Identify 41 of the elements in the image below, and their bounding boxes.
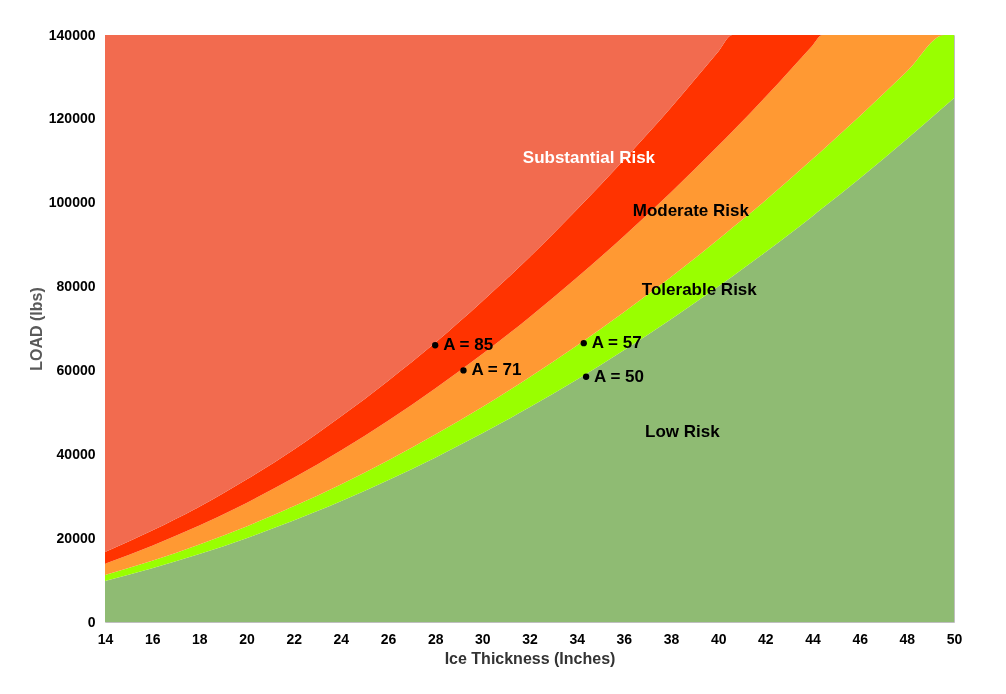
y-tick-label: 60000 (56, 361, 96, 378)
y-tick-label: 120000 (48, 110, 96, 127)
y-tick-label: 80000 (56, 278, 96, 295)
x-tick-label: 38 (663, 630, 680, 647)
x-tick-label: 34 (569, 630, 586, 647)
point (432, 342, 439, 349)
annotation: Tolerable Risk (641, 280, 758, 300)
x-tick-label: 20 (239, 630, 255, 647)
x-tick-label: 40 (710, 630, 727, 647)
annotation: Low Risk (645, 422, 721, 442)
y-tick-label: 100000 (48, 194, 96, 211)
annotation: Substantial Risk (522, 148, 656, 168)
x-tick-label: 30 (475, 630, 491, 647)
point (580, 340, 587, 347)
x-tick-label: 16 (144, 630, 161, 647)
y-tick-label: 140000 (48, 26, 96, 43)
point (460, 367, 467, 374)
x-tick-label: 14 (97, 630, 114, 647)
x-tick-label: 28 (427, 630, 444, 647)
y-tick-label: 40000 (56, 445, 96, 462)
x-tick-label: 26 (380, 630, 397, 647)
x-tick-label: 48 (899, 630, 916, 647)
x-tick-label: 36 (616, 630, 633, 647)
x-tick-label: 44 (805, 630, 821, 647)
x-axis-title: Ice Thickness (Inches) (444, 649, 616, 667)
annotation: A = 50 (594, 366, 645, 386)
x-tick-label: 32 (522, 630, 538, 647)
annotation: A = 71 (471, 360, 522, 380)
point (582, 373, 590, 380)
y-tick-label: 0 (87, 613, 96, 630)
x-tick-label: 46 (852, 630, 869, 647)
x-tick-label: 50 (946, 630, 963, 647)
x-tick-label: 22 (286, 630, 303, 647)
x-tick-label: 42 (758, 630, 774, 647)
y-tick-label: 20000 (56, 529, 96, 546)
annotation: A = 57 (591, 333, 642, 353)
annotation: Moderate Risk (632, 201, 750, 221)
x-tick-label: 24 (333, 630, 350, 647)
x-tick-label: 18 (192, 630, 208, 647)
annotation: A = 85 (443, 335, 494, 355)
y-axis-title: LOAD (lbs) (27, 287, 45, 371)
